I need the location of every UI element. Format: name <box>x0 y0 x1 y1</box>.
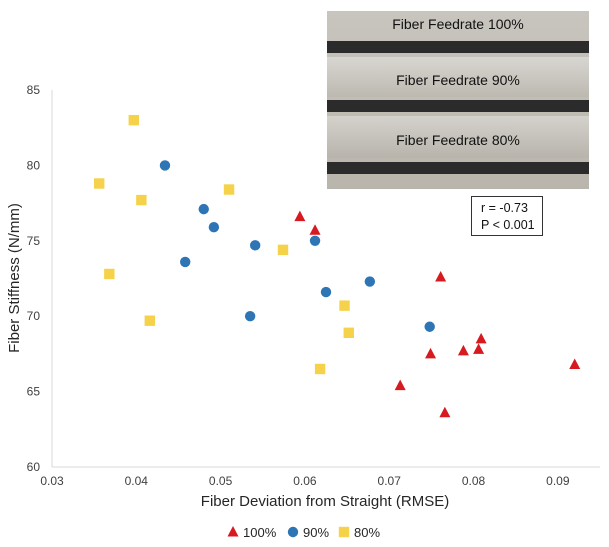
point-80 <box>128 114 139 126</box>
x-tick-label: 0.06 <box>293 474 317 488</box>
point-80 <box>94 178 105 189</box>
p-value: P < 0.001 <box>481 218 535 232</box>
data-marks <box>94 114 581 418</box>
fiber-sample-photo: Fiber Feedrate 100% Fiber Feedrate 90% F… <box>327 11 589 189</box>
x-tick-label: 0.03 <box>40 474 64 488</box>
legend-marker-90 <box>287 526 299 538</box>
y-axis-title: Fiber Stiffness (N/mm) <box>6 203 23 353</box>
x-axis-title: Fiber Deviation from Straight (RMSE) <box>201 493 449 510</box>
y-tick-label: 85 <box>27 83 41 97</box>
point-80 <box>144 315 155 326</box>
correlation-r: r = -0.73 <box>481 201 528 215</box>
point-100 <box>439 406 451 418</box>
point-100 <box>425 347 437 359</box>
point-100 <box>473 343 485 354</box>
x-tick-label: 0.04 <box>125 474 149 488</box>
point-80 <box>223 184 235 195</box>
legend-label: 100% <box>243 525 277 540</box>
legend-marker-80 <box>338 526 350 538</box>
point-100 <box>457 344 469 356</box>
point-90 <box>320 286 332 298</box>
y-tick-label: 70 <box>27 309 41 323</box>
photo-fiber-band <box>327 162 589 174</box>
point-80 <box>277 244 289 256</box>
photo-sheen <box>327 116 589 158</box>
point-90 <box>249 240 261 251</box>
photo-sheen <box>327 57 589 97</box>
y-tick-label: 80 <box>27 158 41 172</box>
point-90 <box>424 321 435 332</box>
point-90 <box>159 160 171 171</box>
plot-area <box>51 90 600 468</box>
point-90 <box>198 203 209 215</box>
point-80 <box>136 194 147 206</box>
x-tick-label: 0.08 <box>462 474 486 488</box>
point-100 <box>309 224 321 235</box>
point-90 <box>364 276 376 287</box>
correlation-stats-box: r = -0.73 P < 0.001 <box>471 196 543 236</box>
point-90 <box>309 235 321 246</box>
legend: 100% 90% 80% <box>227 525 380 540</box>
inset-label-100: Fiber Feedrate 100% <box>392 16 524 32</box>
point-90 <box>208 222 220 233</box>
point-80 <box>339 300 350 311</box>
point-100 <box>394 379 406 391</box>
x-tick-label: 0.09 <box>546 474 570 488</box>
x-axis-ticks: 0.03 0.04 0.05 0.06 0.07 0.08 0.09 <box>40 474 570 488</box>
legend-marker-100 <box>227 526 239 537</box>
photo-fiber-band <box>327 100 589 112</box>
inset-label-90: Fiber Feedrate 90% <box>396 72 520 88</box>
inset-label-80: Fiber Feedrate 80% <box>396 132 520 148</box>
y-axis-ticks: 60 65 70 75 80 85 <box>27 83 41 474</box>
x-tick-label: 0.05 <box>209 474 233 488</box>
point-80 <box>104 268 115 280</box>
point-100 <box>435 270 447 282</box>
legend-label: 80% <box>354 525 380 540</box>
point-80 <box>343 327 354 338</box>
y-tick-label: 60 <box>27 460 41 474</box>
x-tick-label: 0.07 <box>378 474 402 488</box>
point-90 <box>180 256 191 268</box>
y-tick-label: 75 <box>27 234 41 248</box>
y-tick-label: 65 <box>27 385 41 399</box>
photo-fiber-band <box>327 41 589 53</box>
point-100 <box>475 332 487 344</box>
point-100 <box>294 210 306 222</box>
point-80 <box>314 363 326 375</box>
point-100 <box>569 358 581 369</box>
point-90 <box>244 311 256 322</box>
legend-label: 90% <box>303 525 329 540</box>
